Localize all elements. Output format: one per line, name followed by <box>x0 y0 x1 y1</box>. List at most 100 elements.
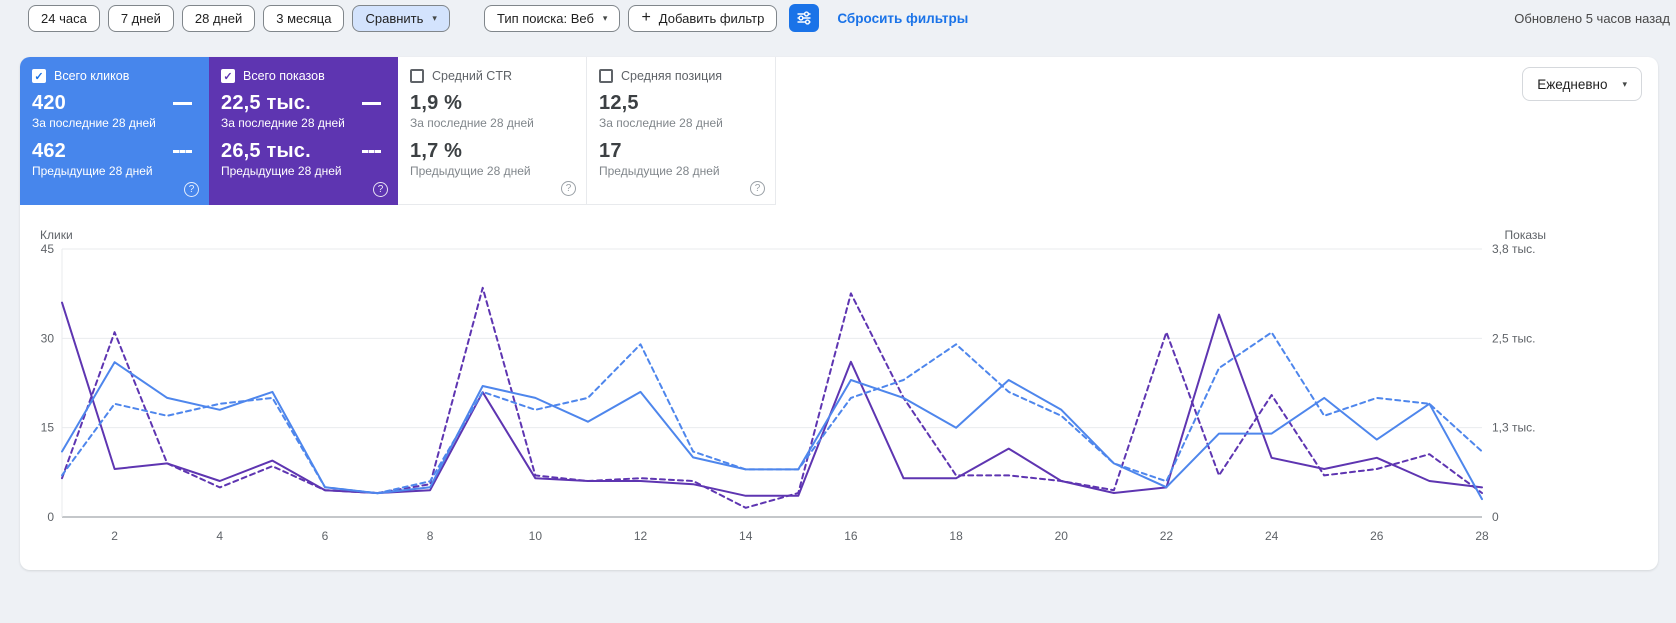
tune-icon <box>796 10 812 26</box>
updated-timestamp: Обновлено 5 часов назад <box>1514 10 1670 26</box>
total-clicks-current-value: 420 <box>32 92 66 114</box>
total-impressions-previous-value: 26,5 тыс. <box>221 140 311 162</box>
x-axis-tick-label: 24 <box>1265 529 1279 543</box>
filter-settings-button[interactable] <box>789 4 820 32</box>
total-impressions-previous-caption: Предыдущие 28 дней <box>221 164 342 178</box>
card-average-position-head: Средняя позиция <box>599 69 763 83</box>
card-total-clicks[interactable]: ✓ Всего кликов 420 За последние 28 дней … <box>20 57 209 205</box>
search-type-dropdown[interactable]: Тип поиска: Веб ▾ <box>483 4 621 32</box>
card-total-impressions-head: ✓ Всего показов <box>221 69 386 83</box>
search-type-label: Тип поиска: Веб <box>496 10 594 26</box>
average-ctr-previous-value: 1,7 % <box>410 140 463 162</box>
average-ctr-current-value: 1,9 % <box>410 92 463 114</box>
add-filter-button[interactable]: + Добавить фильтр <box>628 4 778 32</box>
range-button-28d-label: 28 дней <box>194 10 243 26</box>
x-axis-tick-label: 10 <box>529 529 543 543</box>
help-icon[interactable]: ? <box>561 181 576 196</box>
total-clicks-current-caption: За последние 28 дней <box>32 116 156 130</box>
average-position-label: Средняя позиция <box>621 69 723 83</box>
right-axis-tick-label: 2,5 тыс. <box>1492 331 1535 345</box>
granularity-label: Ежедневно <box>1537 76 1608 92</box>
total-clicks-label: Всего кликов <box>54 69 130 83</box>
x-axis-tick-label: 4 <box>216 529 223 543</box>
left-axis-tick-label: 0 <box>47 510 54 524</box>
average-position-current-value: 12,5 <box>599 92 639 114</box>
reset-filters-link[interactable]: Сбросить фильтры <box>837 10 969 26</box>
total-impressions-current-caption: За последние 28 дней <box>221 116 345 130</box>
right-axis-title: Показы <box>1505 228 1546 242</box>
value-row: 1,9 % <box>410 91 574 115</box>
chevron-down-icon: ▾ <box>1622 78 1627 89</box>
value-row: 1,7 % <box>410 139 574 163</box>
dashed-line-swatch <box>173 149 192 153</box>
range-button-7d[interactable]: 7 дней <box>107 4 174 32</box>
x-axis-tick-label: 14 <box>739 529 753 543</box>
left-axis-title: Клики <box>40 228 73 242</box>
average-position-checkbox[interactable] <box>599 69 613 83</box>
x-axis-tick-label: 2 <box>111 529 118 543</box>
right-axis-tick-label: 3,8 тыс. <box>1492 242 1535 256</box>
chart-area: 0 0 15 1,3 тыс. 30 2,5 тыс. 45 3,8 тыс. Клики Пок… <box>20 225 1658 560</box>
left-axis-tick-label: 45 <box>41 242 55 256</box>
x-axis-tick-label: 12 <box>634 529 648 543</box>
x-axis-tick-label: 28 <box>1475 529 1489 543</box>
help-icon[interactable]: ? <box>750 181 765 196</box>
value-row: 12,5 <box>599 91 763 115</box>
range-button-24h[interactable]: 24 часа <box>28 4 100 32</box>
x-axis-tick-label: 6 <box>322 529 329 543</box>
x-axis-tick-label: 16 <box>844 529 858 543</box>
value-row: 420 <box>32 91 197 115</box>
metric-cards: ✓ Всего кликов 420 За последние 28 дней … <box>20 57 1658 205</box>
range-button-24h-label: 24 часа <box>41 10 87 26</box>
card-total-clicks-head: ✓ Всего кликов <box>32 69 197 83</box>
left-axis-tick-label: 30 <box>41 331 55 345</box>
range-button-3m[interactable]: 3 месяца <box>263 4 345 32</box>
dashed-line-swatch <box>362 149 381 153</box>
help-icon[interactable]: ? <box>184 182 199 197</box>
right-axis-tick-label: 0 <box>1492 510 1499 524</box>
help-icon[interactable]: ? <box>373 182 388 197</box>
plus-icon: + <box>641 9 651 26</box>
total-impressions-checkbox[interactable]: ✓ <box>221 69 235 83</box>
value-row: 462 <box>32 139 197 163</box>
total-clicks-previous-caption: Предыдущие 28 дней <box>32 164 153 178</box>
performance-panel: ✓ Всего кликов 420 За последние 28 дней … <box>20 57 1658 570</box>
total-clicks-previous-value: 462 <box>32 140 66 162</box>
card-average-position[interactable]: Средняя позиция 12,5 За последние 28 дне… <box>587 57 776 205</box>
left-axis-tick-label: 15 <box>41 421 55 435</box>
average-ctr-current-caption: За последние 28 дней <box>410 116 534 130</box>
x-axis-tick-label: 20 <box>1055 529 1069 543</box>
range-button-28d[interactable]: 28 дней <box>181 4 256 32</box>
solid-line-swatch <box>362 101 381 105</box>
total-clicks-checkbox[interactable]: ✓ <box>32 69 46 83</box>
card-total-impressions[interactable]: ✓ Всего показов 22,5 тыс. За последние 2… <box>209 57 398 205</box>
total-impressions-label: Всего показов <box>243 69 325 83</box>
average-ctr-label: Средний CTR <box>432 69 512 83</box>
average-position-previous-caption: Предыдущие 28 дней <box>599 164 720 178</box>
toolbar: 24 часа 7 дней 28 дней 3 месяца Сравнить… <box>0 0 1676 33</box>
average-position-current-caption: За последние 28 дней <box>599 116 723 130</box>
solid-line-swatch <box>173 101 192 105</box>
card-average-ctr-head: Средний CTR <box>410 69 574 83</box>
average-position-previous-value: 17 <box>599 140 622 162</box>
chart-line-clicks-current <box>61 361 1483 501</box>
range-button-7d-label: 7 дней <box>120 10 161 26</box>
value-row: 26,5 тыс. <box>221 139 386 163</box>
add-filter-label: Добавить фильтр <box>658 10 765 26</box>
value-row: 22,5 тыс. <box>221 91 386 115</box>
chevron-down-icon: ▾ <box>432 12 437 23</box>
range-button-3m-label: 3 месяца <box>276 10 332 26</box>
performance-chart[interactable]: 0 0 15 1,3 тыс. 30 2,5 тыс. 45 3,8 тыс. Клики Пок… <box>20 225 1658 555</box>
x-axis-tick-label: 26 <box>1370 529 1384 543</box>
compare-button[interactable]: Сравнить ▾ <box>352 4 450 32</box>
x-axis-tick-label: 8 <box>427 529 434 543</box>
total-impressions-current-value: 22,5 тыс. <box>221 92 311 114</box>
average-ctr-previous-caption: Предыдущие 28 дней <box>410 164 531 178</box>
granularity-dropdown[interactable]: Ежедневно ▾ <box>1522 67 1642 101</box>
average-ctr-checkbox[interactable] <box>410 69 424 83</box>
card-average-ctr[interactable]: Средний CTR 1,9 % За последние 28 дней 1… <box>398 57 587 205</box>
chart-line-impressions-current <box>61 301 1483 497</box>
x-axis-tick-label: 18 <box>949 529 963 543</box>
compare-button-label: Сравнить <box>365 10 424 26</box>
chart-line-impressions-previous <box>61 286 1483 509</box>
